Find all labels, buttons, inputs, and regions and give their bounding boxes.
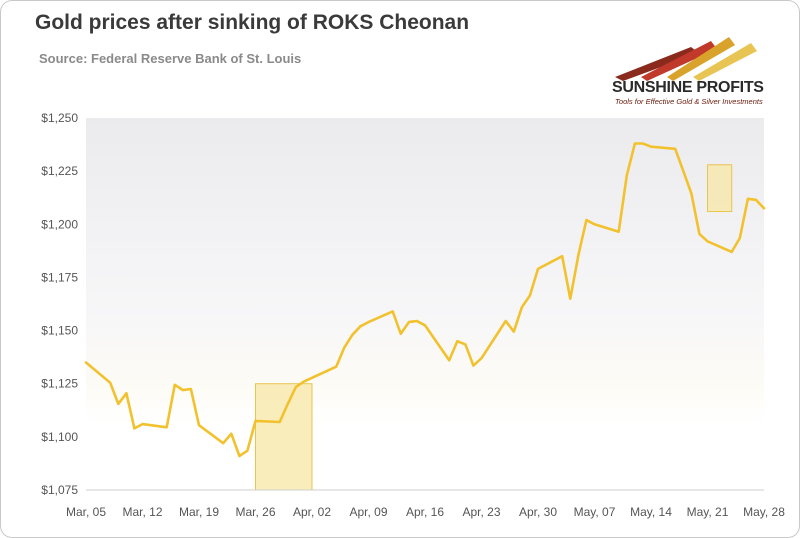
y-tick-label: $1,075 [41, 483, 78, 497]
x-tick-label: Apr, 16 [406, 505, 444, 519]
y-tick-label: $1,100 [41, 430, 78, 444]
gold-price-line [84, 142, 766, 458]
x-tick-label: Apr, 30 [519, 505, 557, 519]
highlight-box [255, 383, 313, 491]
x-tick-label: Mar, 05 [66, 505, 106, 519]
highlight-box [707, 164, 733, 213]
y-tick-label: $1,175 [41, 270, 78, 284]
y-tick-label: $1,250 [41, 111, 78, 125]
y-tick-label: $1,125 [41, 377, 78, 391]
x-tick-label: Apr, 23 [462, 505, 500, 519]
x-tick-label: Mar, 12 [122, 505, 162, 519]
logo-name: SUNSHINE PROFITS [612, 79, 764, 96]
x-tick-label: May, 28 [743, 505, 785, 519]
logo-tagline: Tools for Effective Gold & Silver Invest… [615, 97, 763, 106]
x-tick-label: Apr, 02 [293, 505, 331, 519]
chart-title: Gold prices after sinking of ROKS Cheona… [35, 11, 470, 34]
y-tick-label: $1,200 [41, 217, 78, 231]
chart-source: Source: Federal Reserve Bank of St. Loui… [39, 51, 302, 66]
x-tick-label: Apr, 09 [349, 505, 387, 519]
plot-area [86, 118, 764, 490]
y-tick-label: $1,150 [41, 324, 78, 338]
x-tick-label: May, 07 [574, 505, 616, 519]
x-tick-label: Mar, 26 [235, 505, 275, 519]
sunshine-profits-logo-icon [615, 37, 757, 81]
x-tick-label: Mar, 19 [179, 505, 219, 519]
x-tick-label: May, 21 [687, 505, 729, 519]
y-tick-label: $1,225 [41, 164, 78, 178]
x-tick-label: May, 14 [630, 505, 672, 519]
